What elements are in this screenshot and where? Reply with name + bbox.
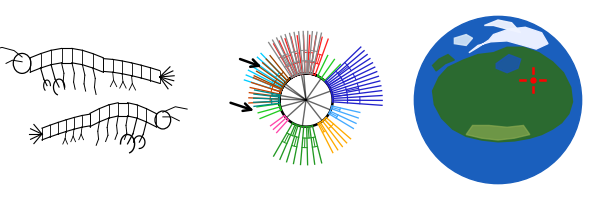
- Polygon shape: [466, 125, 530, 140]
- Polygon shape: [433, 55, 454, 71]
- Polygon shape: [469, 27, 548, 53]
- Circle shape: [415, 16, 581, 184]
- Polygon shape: [454, 35, 473, 45]
- Polygon shape: [496, 55, 521, 73]
- Polygon shape: [433, 47, 572, 142]
- Polygon shape: [484, 20, 521, 33]
